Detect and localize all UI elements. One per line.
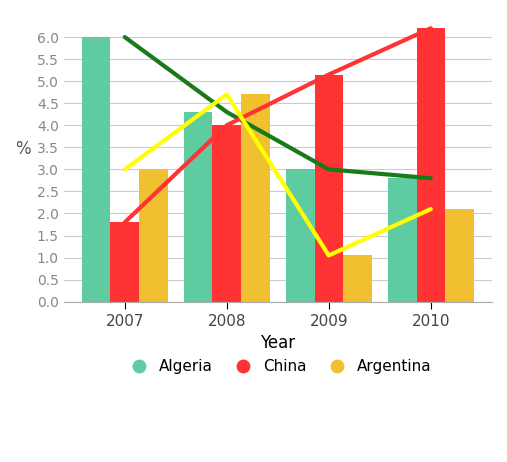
Bar bbox=[241, 94, 270, 302]
Bar bbox=[82, 37, 111, 302]
Y-axis label: %: % bbox=[15, 140, 30, 158]
Bar bbox=[212, 125, 241, 302]
Bar bbox=[111, 222, 139, 302]
Bar bbox=[184, 112, 212, 302]
Bar bbox=[417, 28, 445, 302]
Bar bbox=[388, 178, 417, 302]
Bar bbox=[445, 209, 474, 302]
X-axis label: Year: Year bbox=[260, 334, 296, 352]
Bar bbox=[314, 74, 343, 302]
Bar bbox=[286, 170, 314, 302]
Legend: Algeria, China, Argentina: Algeria, China, Argentina bbox=[118, 353, 438, 380]
Bar bbox=[343, 255, 372, 302]
Bar bbox=[139, 170, 168, 302]
